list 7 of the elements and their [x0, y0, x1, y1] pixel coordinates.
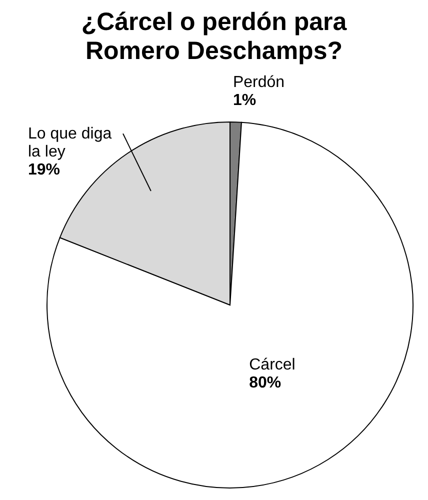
slice-label: Cárcel	[249, 356, 296, 374]
data-label: 80%	[249, 374, 282, 392]
data-label: 19%	[28, 162, 60, 179]
slice-label: Perdón	[233, 74, 285, 92]
slice-label: Lo que diga la ley	[28, 126, 112, 161]
chart-title: ¿Cárcel o perdón para Romero Deschamps?	[80, 8, 348, 67]
data-label: 1%	[233, 92, 256, 110]
